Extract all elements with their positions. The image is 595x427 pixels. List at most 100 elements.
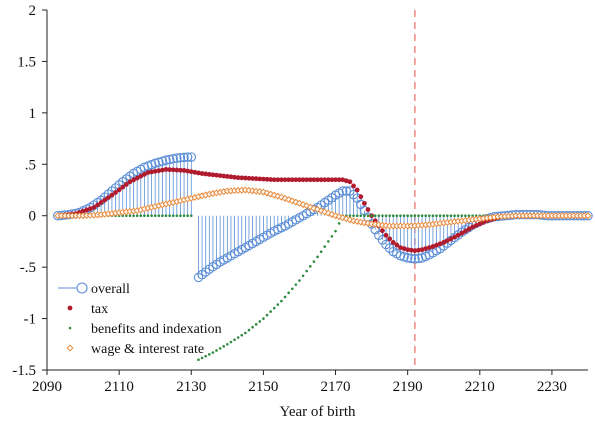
data-point (449, 214, 453, 218)
data-point (208, 353, 211, 356)
data-point (327, 240, 330, 243)
data-point (401, 246, 407, 252)
data-point (395, 251, 406, 261)
data-point (269, 310, 272, 313)
data-point (413, 253, 424, 264)
data-point (423, 246, 429, 252)
data-point (381, 239, 391, 250)
data-point (259, 188, 267, 196)
data-point (387, 236, 393, 242)
data-point (370, 214, 373, 218)
legend-marker (66, 344, 74, 352)
data-point (290, 287, 294, 291)
data-point (102, 197, 108, 203)
data-point (275, 177, 281, 183)
data-point (437, 241, 443, 247)
data-point (226, 342, 229, 346)
data-point (412, 248, 418, 254)
data-point (355, 214, 359, 218)
data-point (473, 223, 479, 228)
data-point (131, 177, 136, 183)
data-point (244, 331, 247, 335)
data-point (154, 157, 164, 167)
data-point (123, 182, 129, 187)
x-tick-label: 2150 (248, 379, 278, 395)
data-point (206, 171, 212, 177)
y-tick-label: 0 (29, 209, 37, 225)
data-point (342, 215, 350, 223)
data-point (298, 279, 301, 282)
legend-label: benefits and indexation (91, 322, 222, 337)
data-point (84, 207, 90, 213)
data-point (409, 214, 413, 218)
data-point (253, 176, 259, 182)
y-tick-label: 1.5 (17, 54, 36, 70)
data-point (373, 214, 377, 218)
data-point (163, 167, 169, 172)
data-point (325, 177, 331, 183)
legend: overall tax benefits and indexation wage & … (58, 282, 222, 357)
data-point (363, 214, 366, 218)
data-point (336, 177, 342, 183)
data-point (305, 269, 308, 273)
data-point (334, 229, 337, 233)
data-point (251, 325, 254, 329)
data-point (471, 214, 474, 218)
x-tick-label: 2110 (104, 379, 133, 395)
data-point (138, 173, 144, 179)
data-point (352, 214, 355, 218)
data-point (321, 208, 329, 216)
x-tick-label: 2130 (176, 379, 206, 395)
data-point (170, 167, 176, 173)
data-point (141, 171, 147, 177)
data-point (323, 245, 327, 248)
data-point (179, 152, 189, 163)
data-point (186, 152, 197, 162)
data-point (283, 295, 287, 299)
data-point (297, 177, 302, 183)
data-point (120, 184, 126, 190)
data-point (333, 177, 338, 183)
data-point (171, 214, 175, 218)
data-point (330, 234, 334, 238)
data-point (413, 214, 417, 218)
data-point (292, 198, 300, 206)
data-point (217, 173, 223, 179)
data-point (98, 200, 104, 205)
data-point (307, 177, 313, 183)
data-point (272, 306, 276, 310)
data-point (390, 240, 396, 245)
data-point (444, 238, 450, 244)
legend-marker (67, 305, 73, 311)
data-point (168, 214, 171, 218)
data-point (179, 214, 182, 218)
data-point (303, 202, 311, 210)
data-point (406, 253, 417, 264)
data-point (294, 283, 298, 286)
data-point (153, 214, 157, 218)
data-point (394, 242, 400, 248)
data-point (182, 214, 186, 218)
data-point (258, 320, 262, 323)
data-point (286, 177, 292, 183)
legend-label: tax (91, 302, 108, 317)
data-point (109, 192, 115, 198)
data-point (584, 212, 592, 220)
data-point (329, 177, 335, 183)
data-point (462, 228, 468, 234)
data-point (319, 250, 323, 254)
data-point (384, 243, 395, 253)
data-point (113, 190, 118, 195)
legend-marker (76, 282, 88, 294)
data-point (172, 153, 182, 163)
data-point (157, 214, 161, 218)
data-point (132, 214, 135, 218)
data-point (441, 240, 447, 245)
data-point (442, 214, 446, 218)
data-point (337, 222, 341, 225)
x-tick-label: 2170 (321, 379, 351, 395)
data-point (178, 167, 183, 173)
data-point (87, 206, 93, 212)
data-point (431, 214, 435, 218)
